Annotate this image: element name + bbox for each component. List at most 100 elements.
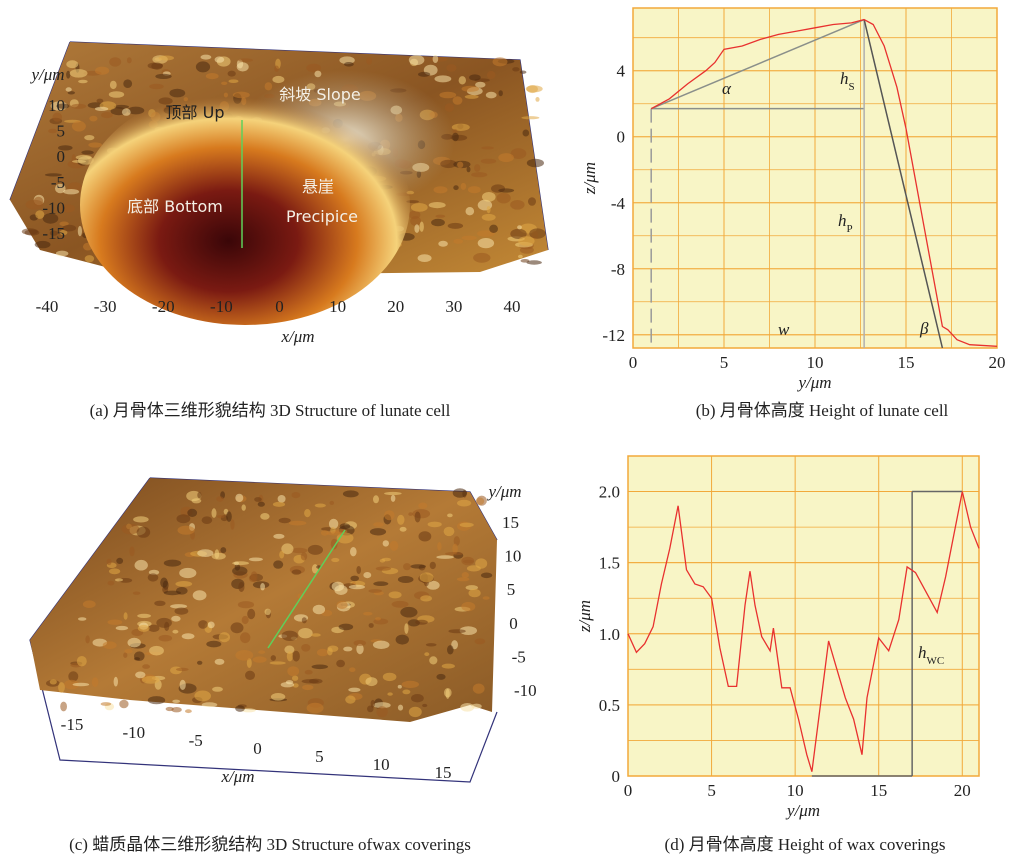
y-tick-label: -5 [51,173,65,192]
surface-texture [187,509,197,517]
surface-texture [433,55,439,63]
y-tick-label: 0.5 [599,696,620,715]
x-tick-label: -20 [152,297,175,316]
x-tick-label: 10 [329,297,346,316]
surface-plot: -15-10-5051015151050-5-10x/μmy/μm [30,478,537,786]
x-tick-label: 5 [720,353,729,372]
surface-texture [384,510,395,520]
x-tick-label: 20 [989,353,1006,372]
surface-texture [408,512,413,516]
surface-texture [489,225,498,233]
x-tick-label: 10 [373,755,390,774]
surface-texture [366,57,372,64]
surface-texture [149,646,164,656]
y-tick-label: 10 [504,547,521,566]
surface-texture [292,569,302,574]
surface-texture [253,656,267,662]
surface-texture [89,116,97,122]
y-axis-label: z/μm [575,600,594,633]
x-axis-label: y/μm [796,373,831,392]
annotation-subscript: P [847,223,853,235]
surface-texture [330,501,335,505]
surface-texture [468,186,481,193]
surface-texture [164,560,181,567]
x-tick-label: 20 [954,781,971,800]
surface-texture [159,56,174,61]
surface-texture [428,522,442,528]
surface-texture [528,197,536,206]
surface-texture [123,652,127,658]
surface-texture [273,560,283,568]
y-tick-label: 5 [507,580,516,599]
surface-texture [518,255,523,259]
surface-texture [85,635,89,643]
surface-texture [216,496,223,501]
surface-texture [119,700,128,709]
surface-texture [212,687,223,692]
surface-texture [72,160,86,163]
surface-texture [206,641,221,648]
surface-texture [402,681,419,688]
surface-texture [321,530,329,536]
surface-texture [302,617,307,623]
surface-texture [498,188,514,192]
surface-texture [317,649,328,657]
surface-texture [400,607,417,618]
surface-texture [409,707,422,717]
surface-texture [148,696,165,704]
surface-texture [206,73,219,79]
surface-texture [66,60,78,68]
surface-texture [348,688,360,692]
surface-texture [172,700,180,703]
y-tick-label: 0 [617,128,626,147]
surface-texture [436,674,445,680]
surface-texture [343,490,359,497]
surface-texture [230,519,234,530]
surface-texture [76,155,92,160]
surface-texture [109,568,120,574]
surface-texture [390,541,399,551]
surface-texture [242,504,246,510]
surface-texture [469,74,481,80]
surface-texture [418,72,430,77]
surface-texture [445,552,463,555]
caption: (b) 月骨体高度 Height of lunate cell [696,401,949,420]
annotation-text: h [840,69,849,88]
surface-texture [122,108,131,115]
surface-texture [245,671,255,680]
surface-texture [258,650,265,654]
surface-texture [487,71,496,79]
surface-texture [373,581,388,586]
surface-texture [461,557,474,566]
surface-texture [109,91,124,98]
surface-texture [293,651,300,662]
surface-texture [384,492,402,495]
surface-texture [475,558,487,568]
surface-texture [356,566,361,574]
y-tick-label: 0 [612,767,621,786]
surface-texture [176,668,189,671]
y-tick-label: 2.0 [599,483,620,502]
surface-texture [354,640,367,646]
surface-texture [375,617,381,620]
surface-texture [403,563,411,570]
surface-texture [116,626,128,630]
surface-texture [272,76,284,83]
surface-texture [198,620,208,629]
surface-texture [331,558,339,562]
surface-texture [466,207,475,215]
surface-texture [260,583,265,590]
x-tick-label: 0 [275,297,284,316]
surface-texture [430,562,436,569]
surface-texture [238,601,254,608]
plot-background [628,456,979,776]
surface-texture [128,638,141,648]
surface-texture [305,670,313,675]
surface-texture [254,497,262,502]
y-tick-label: 10 [48,96,65,115]
surface-texture [349,667,355,672]
surface-texture [175,608,189,615]
surface-texture [148,573,159,581]
surface-texture [459,76,466,84]
surface-texture [73,683,90,687]
